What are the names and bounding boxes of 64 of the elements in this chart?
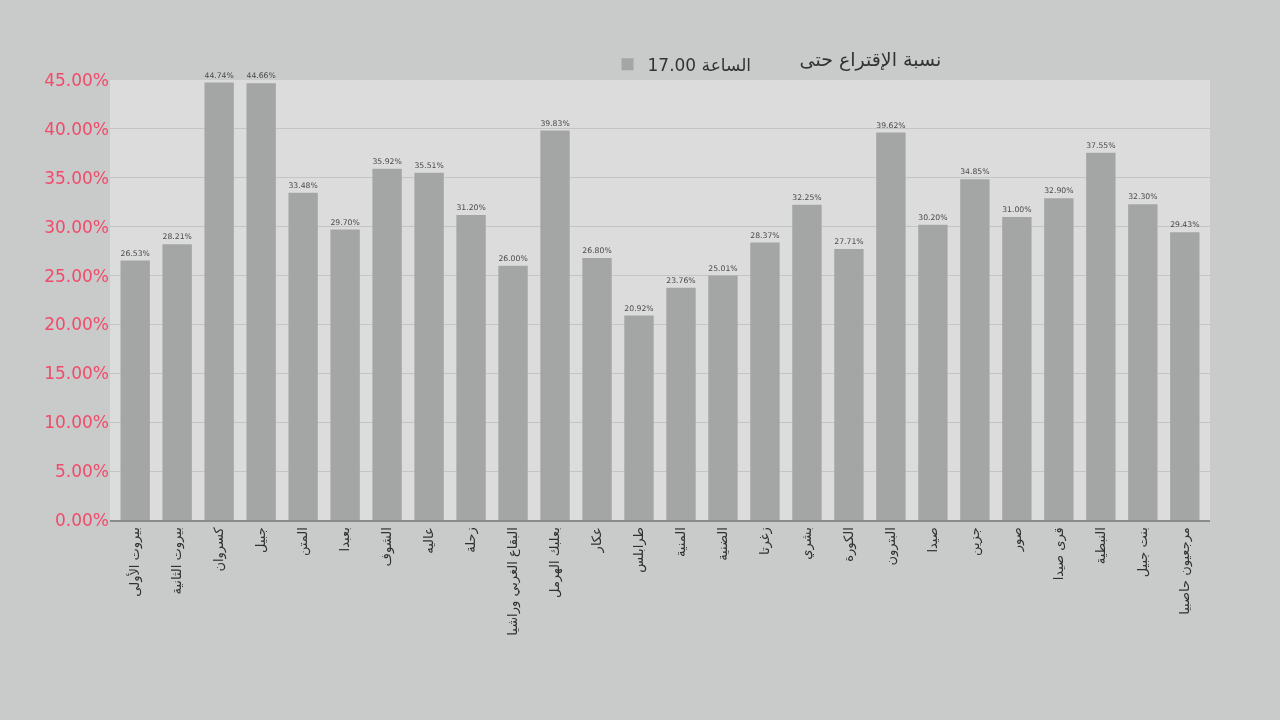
x-tick-label: الكورة [841,527,858,562]
y-tick-label: 0.00% [54,509,109,530]
bar [792,204,822,520]
x-tick-label: البقاع الغربي وراشيا [505,527,522,636]
x-tick-label: الشوف [379,527,396,567]
x-tick-label: جزين [967,527,984,556]
x-tick-label: النبطية [1093,527,1109,565]
bar [1002,216,1032,520]
y-tick-label: 40.00% [44,118,109,139]
bar [1170,232,1200,520]
x-tick-label: عكار [589,527,606,554]
bar [834,249,864,520]
x-tick-label: المتن [295,527,312,557]
x-tick-label: صيدا [925,527,941,553]
x-tick-label: مرجعيون حاصبيا [1177,527,1194,615]
x-tick-label: بشري [799,527,816,560]
y-tick-label: 5.00% [54,461,109,482]
bar [666,287,696,520]
x-tick-label: عاليه [421,527,437,554]
x-tick-label: بعلبك الهرمل [547,527,564,598]
x-tick-label: بنت جبيل [1135,527,1151,578]
bar [456,214,486,520]
x-tick-label: جبيل [253,527,269,553]
bar [1086,152,1116,520]
x-tick-label: زحلة [463,527,480,553]
legend-label: الساعة 17.00 [647,54,752,75]
bar [414,172,444,520]
x-tick-label: زغرتا [757,527,774,556]
bar [918,224,948,520]
x-tick-label: كسروان [211,526,228,572]
bar [330,229,360,520]
bar [1128,204,1158,520]
chart-title: نسبة الإقتراع حتى [799,47,942,71]
y-tick-label: 20.00% [44,314,109,335]
bar [750,242,780,520]
bar [540,130,570,520]
y-tick-label: 45.00% [44,69,109,90]
y-tick-label: 30.00% [44,216,109,237]
x-tick-label: بعبدا [337,527,353,552]
x-tick-label: قرى صيدا [1051,527,1068,581]
x-tick-label: طرابلس [631,527,648,573]
bar [162,244,192,520]
bar [372,168,402,520]
bar [876,132,906,520]
bar [120,260,150,520]
bar [246,83,276,520]
x-tick-label: صور [1009,527,1026,553]
y-tick-label: 35.00% [44,167,109,188]
bar [288,192,318,520]
x-tick-label: المنية [673,527,689,558]
y-tick-label: 25.00% [44,265,109,286]
bar [960,179,990,520]
bar [204,82,234,520]
bar [582,257,612,520]
bar [624,315,654,520]
x-tick-label: البترون [883,527,900,566]
x-tick-label: بيروت الثانية [169,527,186,595]
x-tick-label: بيروت الأولى [126,527,144,597]
y-tick-label: 10.00% [44,412,109,433]
bar [1044,198,1074,520]
x-tick-label: الضنية [715,527,731,561]
bar [708,275,738,520]
y-tick-label: 15.00% [44,363,109,384]
bar [498,265,528,520]
